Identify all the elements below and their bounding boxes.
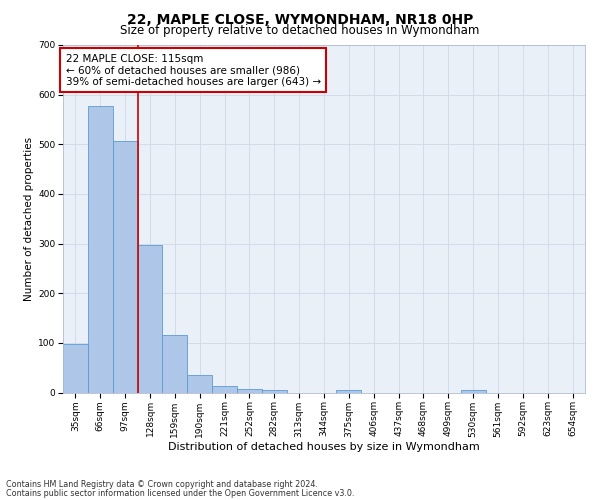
- Bar: [337, 390, 361, 392]
- Bar: [163, 336, 187, 392]
- Bar: [137, 244, 163, 392]
- Bar: [88, 106, 113, 393]
- Bar: [212, 386, 237, 392]
- Bar: [461, 390, 485, 392]
- Text: 22, MAPLE CLOSE, WYMONDHAM, NR18 0HP: 22, MAPLE CLOSE, WYMONDHAM, NR18 0HP: [127, 12, 473, 26]
- Bar: [237, 388, 262, 392]
- Text: Size of property relative to detached houses in Wymondham: Size of property relative to detached ho…: [121, 24, 479, 37]
- Bar: [63, 344, 88, 393]
- Bar: [113, 141, 137, 393]
- X-axis label: Distribution of detached houses by size in Wymondham: Distribution of detached houses by size …: [168, 442, 480, 452]
- Text: Contains HM Land Registry data © Crown copyright and database right 2024.: Contains HM Land Registry data © Crown c…: [6, 480, 318, 489]
- Bar: [262, 390, 287, 392]
- Text: Contains public sector information licensed under the Open Government Licence v3: Contains public sector information licen…: [6, 488, 355, 498]
- Bar: [187, 375, 212, 392]
- Y-axis label: Number of detached properties: Number of detached properties: [24, 136, 34, 301]
- Text: 22 MAPLE CLOSE: 115sqm
← 60% of detached houses are smaller (986)
39% of semi-de: 22 MAPLE CLOSE: 115sqm ← 60% of detached…: [65, 54, 321, 87]
